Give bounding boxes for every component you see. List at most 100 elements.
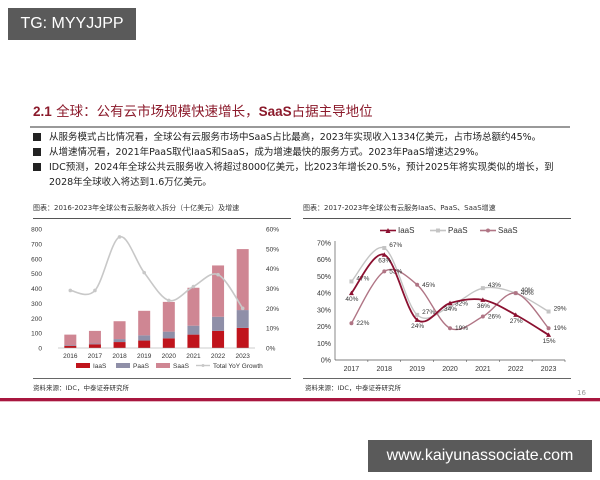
bullet-item: 从服务模式占比情况看，全球公有云服务市场中SaaS占比最高，2023年实现收入1… (33, 130, 573, 145)
svg-text:800: 800 (31, 227, 42, 234)
svg-text:2017: 2017 (88, 353, 103, 360)
svg-text:500: 500 (31, 271, 42, 278)
title-divider (30, 126, 570, 128)
page-number: 16 (577, 389, 586, 397)
right-chart-panel: 图表：2017-2023年全球公有云服务IaaS、PaaS、SaaS增速 (303, 203, 571, 219)
bar-paas (113, 339, 126, 343)
svg-text:0%: 0% (266, 346, 276, 353)
bullet-square-icon (33, 148, 41, 156)
svg-text:2019: 2019 (137, 353, 152, 360)
bar-iaas (162, 338, 175, 348)
svg-text:2018: 2018 (112, 353, 127, 360)
svg-text:2023: 2023 (235, 353, 250, 360)
bar-iaas (212, 330, 225, 348)
left-source-rule (33, 378, 291, 379)
svg-text:400: 400 (31, 286, 42, 293)
svg-text:200: 200 (31, 316, 42, 323)
title-bold: SaaS (258, 104, 292, 119)
svg-text:70%: 70% (317, 241, 331, 248)
svg-text:24%: 24% (411, 323, 424, 330)
svg-text:SaaS: SaaS (498, 226, 518, 235)
svg-text:30%: 30% (266, 286, 279, 293)
bar-iaas (138, 340, 151, 348)
svg-text:0: 0 (38, 346, 42, 353)
svg-text:40%: 40% (521, 287, 534, 294)
svg-text:2022: 2022 (211, 353, 226, 360)
svg-text:700: 700 (31, 241, 42, 248)
left-chart-panel: 图表：2016-2023年全球公有云服务收入拆分（十亿美元）及增速 (33, 203, 291, 219)
growth-line-chart: 0% 10% 20% 30% 40% 50% 60% 70% 2017 2018 2019 2020 2… (317, 226, 567, 373)
left-chart-title: 图表：2016-2023年全球公有云服务收入拆分（十亿美元）及增速 (33, 204, 240, 212)
slide-title: 2.1 全球：公有云市场规模快速增长，SaaS占据主导地位 (33, 100, 373, 120)
svg-text:43%: 43% (488, 282, 501, 289)
svg-text:29%: 29% (554, 306, 567, 313)
bar-saas (88, 330, 101, 344)
right-source-rule (303, 378, 571, 379)
bar-saas (64, 334, 77, 346)
svg-text:2023: 2023 (541, 366, 557, 373)
svg-text:67%: 67% (389, 242, 402, 249)
svg-text:20%: 20% (317, 324, 331, 331)
right-chart-title: 图表：2017-2023年全球公有云服务IaaS、PaaS、SaaS增速 (303, 204, 496, 212)
bar-saas (187, 287, 200, 326)
bar-paas (64, 345, 77, 346)
svg-text:IaaS: IaaS (93, 363, 107, 370)
right-chart-rule (303, 218, 571, 219)
svg-text:32%: 32% (455, 301, 468, 308)
svg-text:300: 300 (31, 301, 42, 308)
footer-bar (0, 398, 600, 401)
svg-text:2018: 2018 (376, 366, 392, 373)
svg-text:19%: 19% (554, 325, 567, 332)
bar-paas (212, 316, 225, 331)
bar-paas (88, 343, 101, 345)
svg-text:27%: 27% (510, 318, 523, 325)
bar-paas (162, 331, 175, 339)
svg-text:100: 100 (31, 331, 42, 338)
svg-text:50%: 50% (317, 274, 331, 281)
svg-text:2020: 2020 (442, 366, 458, 373)
svg-text:40%: 40% (345, 296, 358, 303)
svg-text:63%: 63% (378, 258, 391, 265)
svg-text:2021: 2021 (475, 366, 491, 373)
svg-text:2021: 2021 (186, 353, 201, 360)
svg-text:10%: 10% (266, 326, 279, 333)
title-number: 2.1 (33, 104, 52, 119)
bar-paas (187, 325, 200, 335)
bar-iaas (187, 334, 200, 348)
bar-saas (138, 310, 151, 336)
svg-text:60%: 60% (317, 257, 331, 264)
svg-text:40%: 40% (266, 266, 279, 273)
bullet-item: 从增速情况看，2021年PaaS取代IaaS和SaaS，成为增速最快的服务方式。… (33, 145, 573, 160)
svg-text:60%: 60% (266, 227, 279, 234)
bar-saas (236, 249, 249, 311)
bar-saas (212, 265, 225, 317)
title-tail: 占据主导地位 (291, 104, 373, 120)
footer-bar-light (0, 401, 600, 402)
svg-text:15%: 15% (543, 338, 556, 345)
watermark-top: TG: MYYJJPP (8, 8, 136, 40)
bullet-continuation: 2028年全球收入将达到1.6万亿美元。 (49, 177, 212, 188)
svg-text:2019: 2019 (409, 366, 425, 373)
bullet-square-icon (33, 163, 41, 171)
svg-text:27%: 27% (422, 309, 435, 316)
title-text: 全球：公有云市场规模快速增长， (51, 104, 259, 120)
svg-text:26%: 26% (488, 314, 501, 321)
svg-text:SaaS: SaaS (173, 363, 190, 370)
svg-text:600: 600 (31, 256, 42, 263)
bar-iaas (236, 327, 249, 348)
revenue-bar-chart: 0 100 200 300 400 500 600 700 800 0% 10% 20% 30% 40% 5… (31, 227, 279, 371)
svg-text:34%: 34% (444, 306, 457, 313)
svg-text:2020: 2020 (162, 353, 177, 360)
left-chart-rule (33, 218, 291, 219)
bar-saas (113, 321, 126, 340)
svg-text:36%: 36% (477, 303, 490, 310)
svg-text:47%: 47% (356, 275, 369, 282)
svg-text:10%: 10% (317, 341, 331, 348)
svg-text:IaaS: IaaS (398, 226, 414, 235)
svg-text:PaaS: PaaS (448, 226, 468, 235)
left-chart-source: 资料来源：IDC，中泰证券研究所 (33, 384, 129, 392)
svg-text:2016: 2016 (63, 353, 78, 360)
bullet-list: 从服务模式占比情况看，全球公有云服务市场中SaaS占比最高，2023年实现收入1… (33, 130, 573, 190)
svg-text:45%: 45% (422, 282, 435, 289)
svg-text:22%: 22% (356, 320, 369, 327)
